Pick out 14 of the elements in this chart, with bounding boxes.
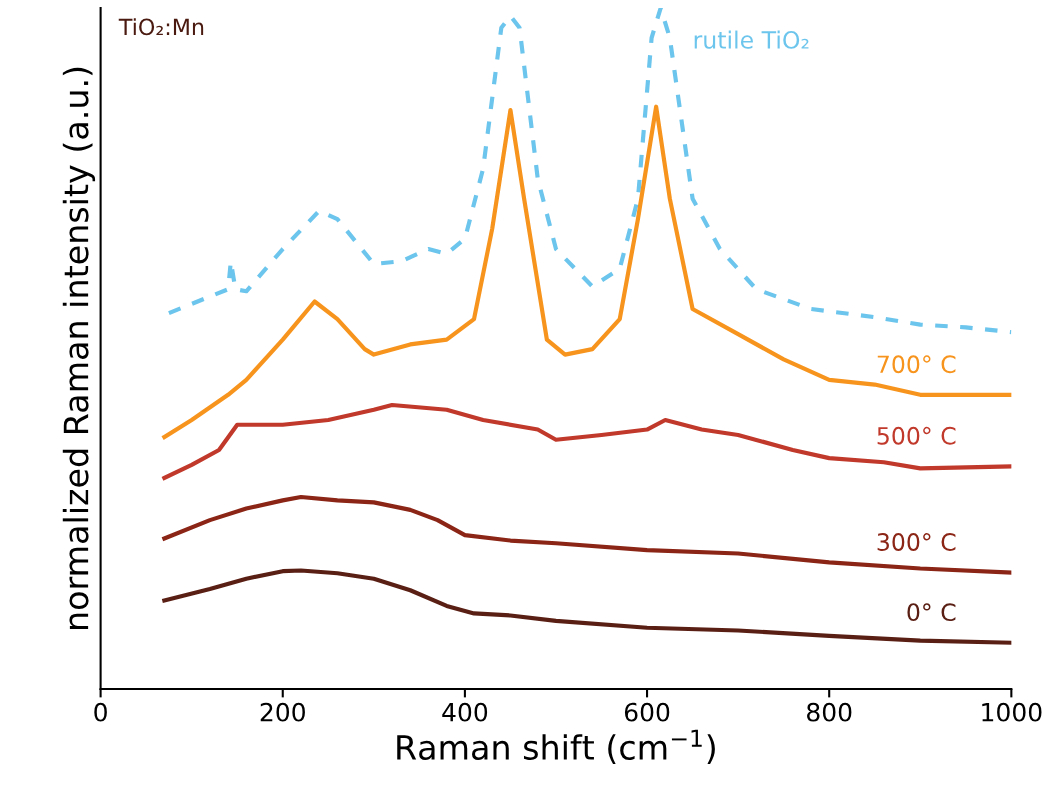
- x-tick-label: 1000: [982, 702, 1042, 722]
- series-label: 0° C: [907, 603, 956, 622]
- series-label: 500° C: [877, 426, 956, 445]
- x-axis-title: Raman shift (cm$^{−1}$): [397, 729, 715, 764]
- x-tick-label: 400: [442, 702, 488, 722]
- x-tick-label: 0: [94, 702, 107, 722]
- y-axis-title: normalized Raman intensity (a.u.): [62, 67, 96, 630]
- x-tick-label: 600: [624, 702, 670, 722]
- x-tick-label: 800: [807, 702, 852, 722]
- annotation: TiO₂:Mn: [118, 18, 204, 36]
- series-label: rutile TiO₂: [694, 30, 809, 49]
- series-label: 700° C: [877, 355, 956, 374]
- series-label: 300° C: [877, 533, 956, 551]
- x-tick-label: 200: [260, 702, 305, 722]
